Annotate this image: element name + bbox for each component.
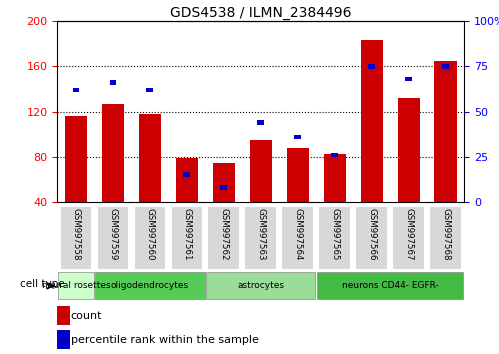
- FancyBboxPatch shape: [59, 206, 92, 270]
- Text: oligodendrocytes: oligodendrocytes: [111, 281, 189, 290]
- Text: cell type: cell type: [20, 279, 65, 289]
- Bar: [331, 153, 338, 157]
- FancyBboxPatch shape: [171, 206, 203, 270]
- Bar: [368, 64, 375, 69]
- Text: GSM997564: GSM997564: [293, 208, 302, 261]
- Text: count: count: [71, 311, 102, 321]
- FancyBboxPatch shape: [281, 206, 314, 270]
- Text: GSM997561: GSM997561: [182, 208, 191, 261]
- Text: GSM997560: GSM997560: [145, 208, 154, 261]
- FancyBboxPatch shape: [317, 272, 464, 299]
- FancyBboxPatch shape: [95, 272, 205, 299]
- FancyBboxPatch shape: [58, 272, 94, 299]
- Bar: [72, 87, 79, 92]
- Bar: [184, 172, 190, 177]
- Bar: [57, 330, 69, 349]
- FancyBboxPatch shape: [318, 206, 351, 270]
- Bar: [147, 87, 153, 92]
- FancyBboxPatch shape: [355, 206, 388, 270]
- Bar: [435, 61, 457, 202]
- Bar: [294, 135, 301, 139]
- Bar: [57, 306, 69, 325]
- Text: GSM997562: GSM997562: [219, 208, 228, 261]
- Text: GSM997566: GSM997566: [367, 208, 376, 261]
- Text: GSM997567: GSM997567: [404, 208, 413, 261]
- Bar: [323, 154, 346, 202]
- Text: neural rosettes: neural rosettes: [41, 281, 110, 290]
- Bar: [405, 77, 412, 81]
- Text: GSM997568: GSM997568: [441, 208, 450, 261]
- Bar: [139, 114, 161, 202]
- Text: GSM997565: GSM997565: [330, 208, 339, 261]
- Bar: [361, 40, 383, 202]
- Bar: [398, 98, 420, 202]
- Text: astrocytes: astrocytes: [237, 281, 284, 290]
- Title: GDS4538 / ILMN_2384496: GDS4538 / ILMN_2384496: [170, 6, 351, 20]
- Bar: [109, 80, 116, 85]
- Text: GSM997563: GSM997563: [256, 208, 265, 261]
- FancyBboxPatch shape: [206, 272, 315, 299]
- Text: GSM997559: GSM997559: [108, 208, 117, 260]
- FancyBboxPatch shape: [97, 206, 129, 270]
- Text: GSM997558: GSM997558: [71, 208, 80, 261]
- FancyBboxPatch shape: [245, 206, 277, 270]
- Bar: [176, 158, 198, 202]
- FancyBboxPatch shape: [134, 206, 166, 270]
- Text: percentile rank within the sample: percentile rank within the sample: [71, 335, 258, 345]
- Bar: [221, 185, 227, 190]
- FancyBboxPatch shape: [429, 206, 462, 270]
- FancyBboxPatch shape: [392, 206, 425, 270]
- Bar: [442, 64, 449, 69]
- Bar: [257, 120, 264, 125]
- Bar: [102, 104, 124, 202]
- Bar: [250, 140, 272, 202]
- Bar: [65, 116, 87, 202]
- Bar: [286, 148, 309, 202]
- Text: neurons CD44- EGFR-: neurons CD44- EGFR-: [342, 281, 439, 290]
- FancyBboxPatch shape: [208, 206, 240, 270]
- Bar: [213, 164, 235, 202]
